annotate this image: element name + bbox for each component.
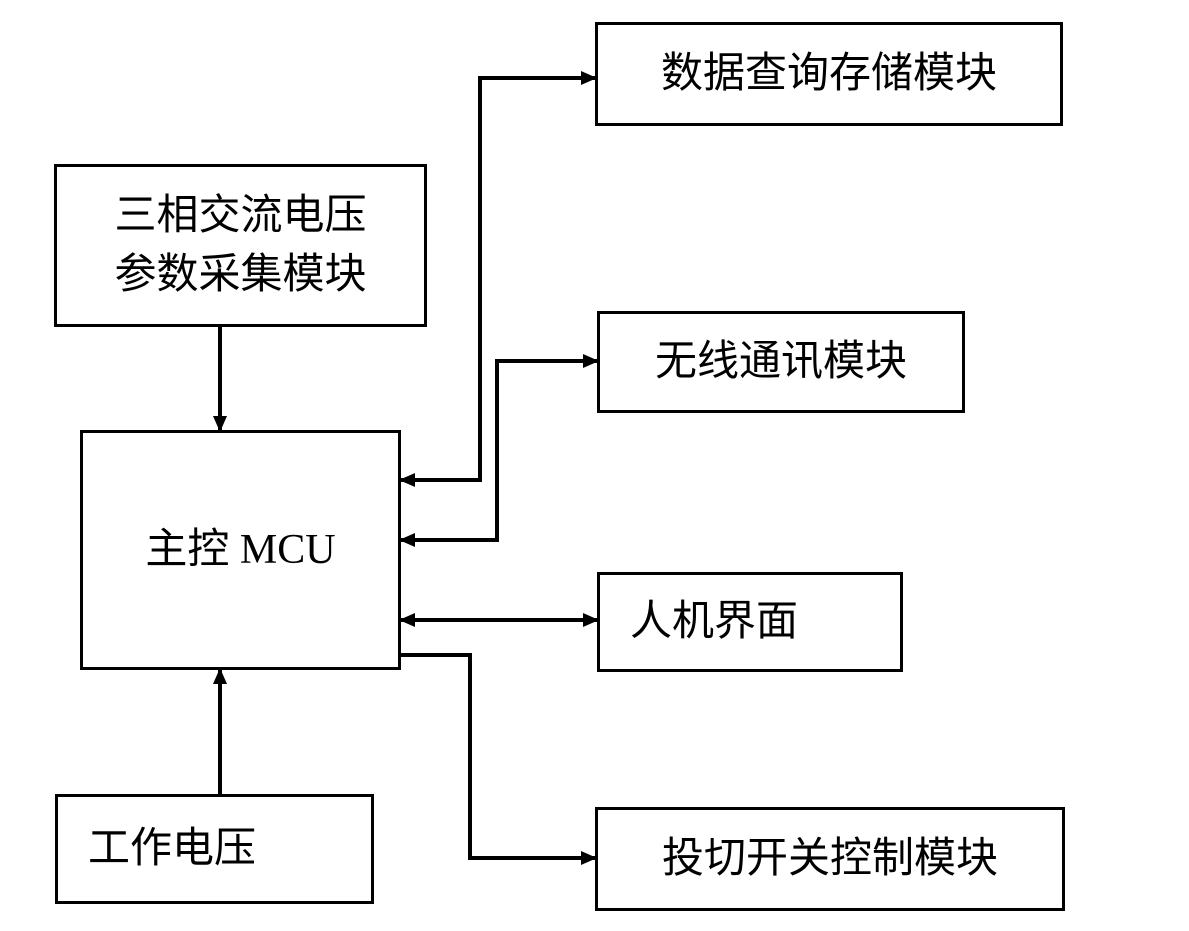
node-switch-ctrl: 投切开关控制模块 (595, 807, 1065, 911)
node-label: 数据查询存储模块 (661, 45, 997, 104)
node-label: 人机界面 (630, 593, 798, 652)
node-label: 三相交流电压 参数采集模块 (114, 187, 366, 305)
edge-mcu-switch (401, 655, 595, 858)
node-wireless: 无线通讯模块 (597, 311, 965, 413)
node-acquisition: 三相交流电压 参数采集模块 (54, 164, 427, 327)
node-label: 投切开关控制模块 (662, 830, 998, 889)
node-hmi: 人机界面 (597, 572, 903, 672)
acquisition-line1: 三相交流电压 (114, 193, 366, 239)
diagram-canvas: 数据查询存储模块 三相交流电压 参数采集模块 无线通讯模块 主控 MCU 人机界… (0, 0, 1189, 931)
node-data-query-storage: 数据查询存储模块 (595, 22, 1063, 126)
acquisition-line2: 参数采集模块 (114, 252, 366, 298)
edge-mcu-wireless (401, 361, 597, 540)
node-label: 无线通讯模块 (655, 333, 907, 392)
node-label: 主控 MCU (145, 521, 335, 580)
edge-mcu-data-query (401, 78, 595, 480)
node-mcu: 主控 MCU (80, 430, 401, 670)
node-label: 工作电压 (88, 820, 256, 879)
node-voltage: 工作电压 (55, 794, 374, 904)
